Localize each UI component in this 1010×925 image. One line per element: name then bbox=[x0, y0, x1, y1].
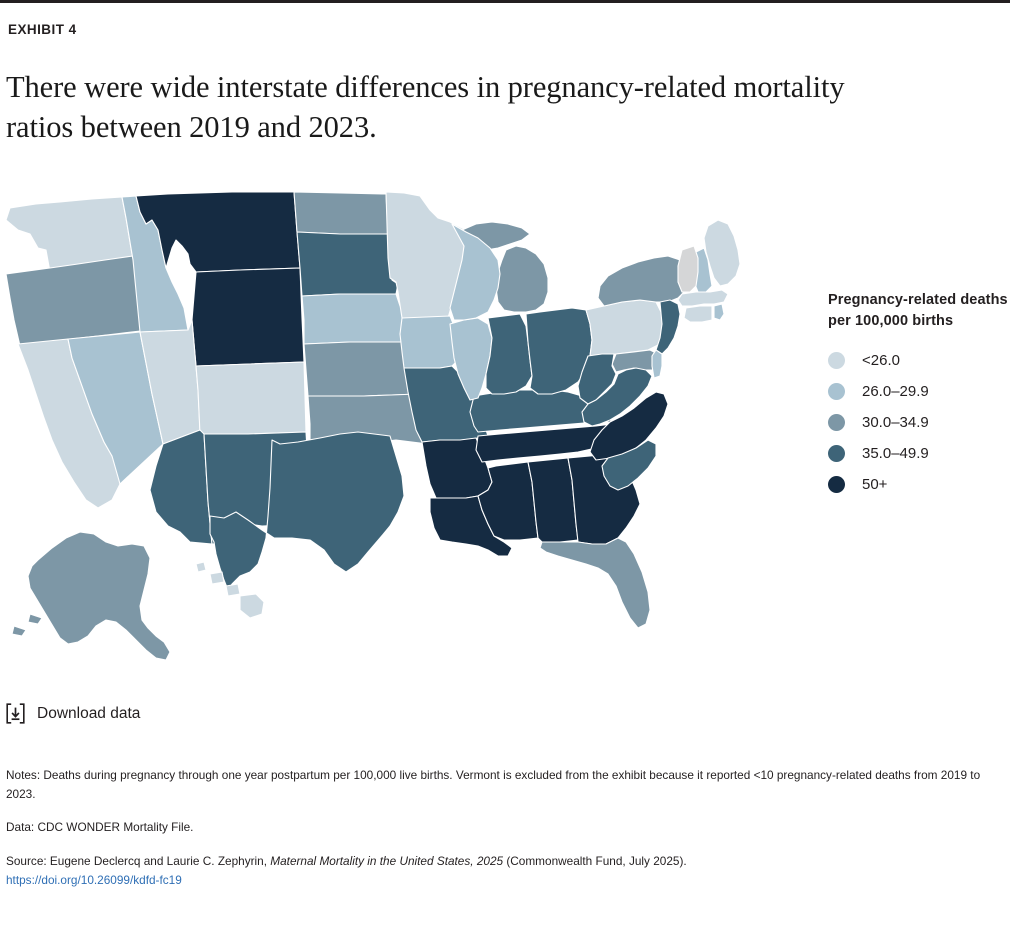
footer-notes-text: Notes: Deaths during pregnancy through o… bbox=[6, 768, 981, 801]
state-HI-2 bbox=[209, 571, 225, 585]
state-WI[interactable] bbox=[449, 223, 501, 321]
state-KS[interactable] bbox=[303, 341, 419, 397]
state-OR[interactable] bbox=[5, 255, 150, 347]
state-CO[interactable] bbox=[195, 361, 307, 435]
page-title: There were wide interstate differences i… bbox=[6, 70, 845, 144]
legend-label: <26.0 bbox=[862, 352, 900, 370]
state-DE[interactable] bbox=[651, 349, 663, 379]
download-icon bbox=[6, 703, 25, 724]
state-SD[interactable] bbox=[296, 231, 399, 297]
footer: Notes: Deaths during pregnancy through o… bbox=[6, 766, 996, 889]
state-NC[interactable] bbox=[589, 391, 669, 461]
footer-source: Source: Eugene Declercq and Laurie C. Ze… bbox=[6, 852, 996, 889]
legend-label: 30.0–34.9 bbox=[862, 414, 929, 432]
state-ND[interactable] bbox=[293, 191, 389, 235]
state-MA[interactable] bbox=[677, 289, 729, 307]
legend-swatch bbox=[828, 445, 845, 463]
legend-item[interactable]: 30.0–34.9 bbox=[828, 407, 1010, 438]
state-AZ[interactable] bbox=[149, 429, 213, 545]
state-MT[interactable] bbox=[135, 191, 301, 273]
state-AK[interactable] bbox=[27, 531, 171, 661]
state-MD[interactable] bbox=[611, 349, 661, 373]
footer-doi-link[interactable]: https://doi.org/10.26099/kdfd-fc19 bbox=[6, 872, 182, 887]
state-HI bbox=[195, 561, 207, 573]
legend-item[interactable]: <26.0 bbox=[828, 345, 1010, 376]
footer-source-title: Maternal Mortality in the United States,… bbox=[270, 853, 504, 868]
state-AK-islands bbox=[11, 613, 43, 637]
legend-item[interactable]: 35.0–49.9 bbox=[828, 438, 1010, 469]
footer-source-prefix: Source: Eugene Declercq and Laurie C. Ze… bbox=[6, 853, 271, 868]
top-rule bbox=[0, 0, 1010, 3]
legend-item[interactable]: 50+ bbox=[828, 469, 1010, 500]
state-MS[interactable] bbox=[477, 461, 539, 541]
footer-notes: Notes: Deaths during pregnancy through o… bbox=[6, 766, 996, 803]
download-data-button[interactable]: Download data bbox=[6, 703, 140, 724]
state-IN[interactable] bbox=[485, 313, 533, 395]
footer-data: Data: CDC WONDER Mortality File. bbox=[6, 820, 194, 835]
state-RI[interactable] bbox=[713, 303, 725, 321]
legend-swatch bbox=[828, 383, 845, 401]
download-data-label: Download data bbox=[37, 704, 141, 722]
state-PA[interactable] bbox=[585, 299, 665, 357]
map-legend: Pregnancy-related deaths per 100,000 bir… bbox=[828, 290, 1010, 500]
footer-source-suffix: (Commonwealth Fund, July 2025). bbox=[503, 853, 687, 868]
state-WY[interactable] bbox=[191, 267, 305, 367]
legend-label: 50+ bbox=[862, 476, 888, 494]
state-VA[interactable] bbox=[581, 367, 653, 427]
state-HI-4[interactable] bbox=[239, 593, 265, 619]
us-map-svg bbox=[5, 191, 741, 661]
legend-label: 35.0–49.9 bbox=[862, 445, 929, 463]
state-IL[interactable] bbox=[449, 317, 493, 401]
state-SC[interactable] bbox=[601, 439, 657, 491]
legend-item[interactable]: 26.0–29.9 bbox=[828, 376, 1010, 407]
state-TX[interactable] bbox=[209, 431, 405, 591]
legend-items: <26.0 26.0–29.9 30.0–34.9 35.0–49.9 50+ bbox=[828, 345, 1010, 500]
state-MI[interactable] bbox=[495, 245, 549, 313]
state-NJ[interactable] bbox=[655, 299, 681, 355]
legend-swatch bbox=[828, 352, 845, 370]
state-HI-3 bbox=[225, 583, 241, 597]
legend-swatch bbox=[828, 476, 845, 494]
state-FL[interactable] bbox=[539, 537, 651, 629]
legend-swatch bbox=[828, 414, 845, 432]
state-VT[interactable] bbox=[677, 245, 699, 293]
state-NY[interactable] bbox=[597, 255, 691, 307]
legend-title: Pregnancy-related deaths per 100,000 bir… bbox=[828, 292, 1008, 329]
state-WV[interactable] bbox=[577, 353, 617, 405]
state-CT[interactable] bbox=[683, 305, 713, 323]
exhibit-label: EXHIBIT 4 bbox=[8, 22, 77, 37]
choropleth-map bbox=[0, 190, 820, 700]
legend-label: 26.0–29.9 bbox=[862, 383, 929, 401]
